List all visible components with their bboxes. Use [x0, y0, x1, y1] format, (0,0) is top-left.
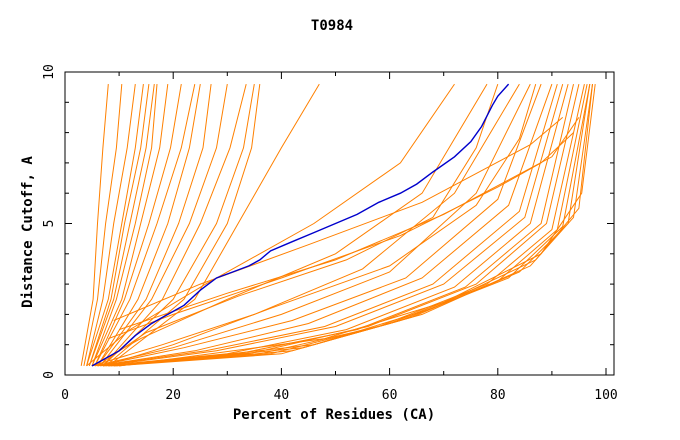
- y-tick-label: 5: [42, 220, 57, 228]
- y-tick-label: 10: [42, 64, 57, 80]
- axis-ticks: [64, 71, 614, 376]
- series-line-m25: [102, 83, 564, 367]
- series-line-m13: [99, 84, 228, 367]
- x-tick-label: 100: [594, 388, 617, 403]
- series-line-m34: [119, 84, 593, 367]
- series-line-m09: [94, 84, 182, 367]
- series-line-m18: [86, 83, 455, 367]
- series-line-m29: [108, 83, 585, 367]
- series-line-m17: [107, 83, 320, 367]
- chart-title: T0984: [311, 18, 353, 34]
- x-tick-label: 60: [382, 388, 398, 403]
- series-line-m38: [113, 117, 564, 321]
- series-line-m15: [102, 84, 255, 367]
- series-line-m35: [119, 84, 596, 367]
- series-line-m21: [94, 83, 531, 367]
- series-lines: [80, 83, 596, 367]
- x-tick-label: 20: [165, 388, 181, 403]
- series-line-m16: [105, 84, 261, 367]
- series-line-m11: [97, 84, 201, 367]
- x-tick-label: 80: [490, 388, 506, 403]
- series-line-m02: [83, 84, 123, 367]
- x-axis-label: Percent of Residues (CA): [233, 407, 435, 423]
- series-line-m04: [86, 84, 144, 367]
- series-line-m10: [94, 83, 196, 367]
- series-line-m31: [113, 84, 591, 367]
- series-line-m23: [97, 83, 553, 367]
- y-tick-labels: 0 5 10: [42, 64, 57, 379]
- x-tick-labels: 0 20 40 60 80 100: [61, 388, 618, 403]
- plot-frame: [64, 71, 615, 376]
- series-line-m40: [102, 83, 537, 367]
- series-line-m07: [91, 84, 158, 367]
- series-line-m12: [97, 84, 212, 367]
- series-line-m06: [88, 84, 155, 367]
- y-axis-label: Distance Cutoff, A: [20, 156, 36, 308]
- y-tick-label: 0: [42, 371, 57, 379]
- series-line-m01: [80, 84, 109, 366]
- x-tick-label: 40: [274, 388, 290, 403]
- x-tick-label: 0: [61, 388, 69, 403]
- series-line-m37: [118, 117, 580, 331]
- series-line-m24: [100, 83, 558, 367]
- series-line-m32: [113, 84, 591, 367]
- highlight-series-line: [91, 83, 510, 367]
- series-line-m22: [97, 83, 542, 367]
- series-line-m39: [97, 83, 499, 367]
- series-line-m20: [91, 83, 520, 367]
- series-line-m26: [102, 83, 569, 367]
- series-line-m08: [91, 84, 169, 367]
- series-line-m28: [108, 83, 580, 367]
- series-line-m05: [88, 84, 150, 367]
- series-line-m33: [116, 84, 593, 367]
- series-line-m03: [86, 84, 136, 367]
